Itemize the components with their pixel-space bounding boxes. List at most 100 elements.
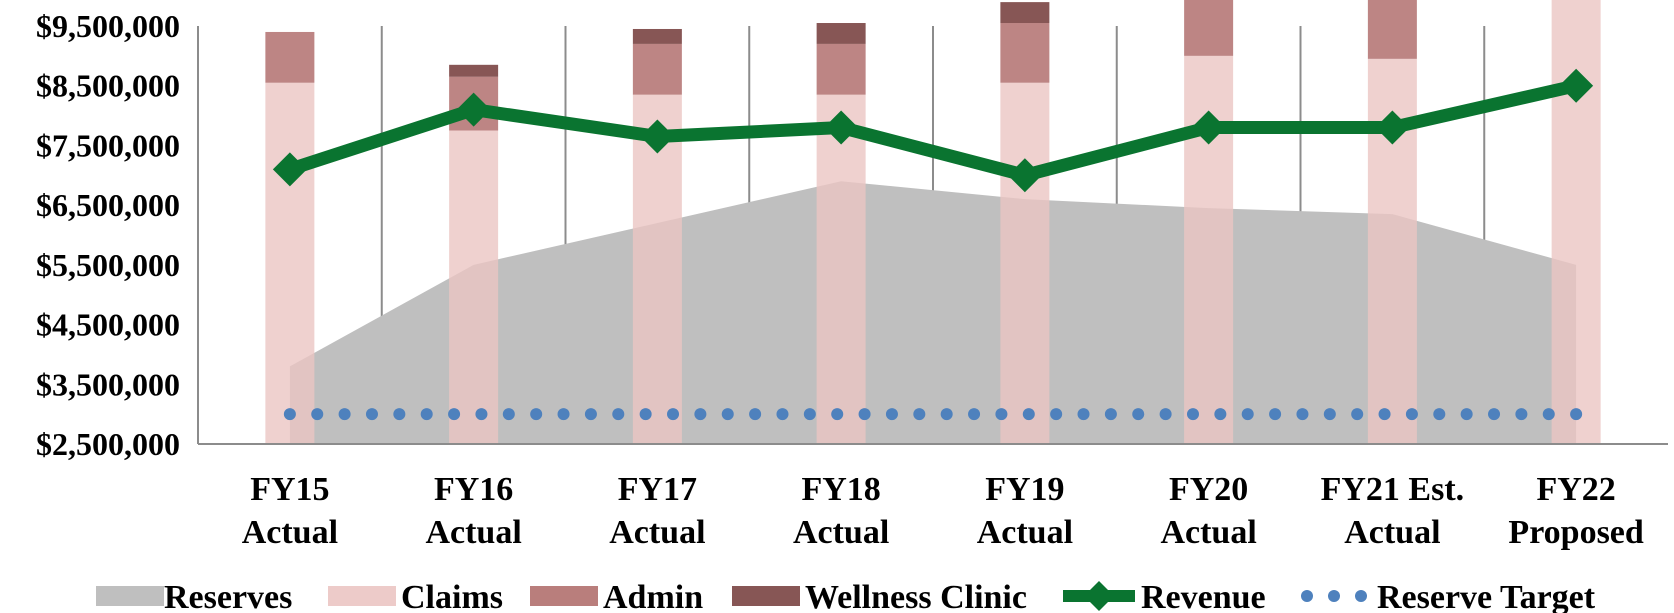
legend: Reserves Claims Admin Wellness Clinic Revenu… <box>96 579 1596 613</box>
reserve-target-dot <box>393 408 406 421</box>
x-tick-label: Actual <box>609 514 705 551</box>
wellness-clinic-bar <box>449 64 499 77</box>
y-axis-ticks: $2,500,000 $3,500,000 $4,500,000 $5,500,000… <box>36 8 180 462</box>
reserve-target-dot <box>502 408 515 421</box>
claims-bar <box>1000 82 1050 444</box>
reserve-target-dot <box>940 408 953 421</box>
x-tick-label: FY21 Est. <box>1321 471 1465 508</box>
reserve-target-dot <box>1022 408 1035 421</box>
legend-label: Claims <box>401 579 503 613</box>
legend-swatch <box>732 586 800 606</box>
reserve-target-dot <box>995 408 1008 421</box>
reserve-target-dot <box>721 408 734 421</box>
legend-item: Admin <box>530 579 703 613</box>
reserve-target-dot <box>612 408 625 421</box>
legend-swatch <box>328 586 396 606</box>
reserve-target-dot <box>557 408 570 421</box>
reserve-target-dot <box>1104 408 1117 421</box>
reserve-target-dot <box>1077 408 1090 421</box>
admin-bar <box>265 31 315 83</box>
reserve-target-dot <box>694 408 707 421</box>
reserve-target-dot <box>283 408 296 421</box>
legend-label: Reserves <box>164 579 292 613</box>
reserve-target-dot <box>365 408 378 421</box>
reserve-target-dot <box>749 408 762 421</box>
reserve-target-dot <box>311 408 324 421</box>
legend-label: Reserve Target <box>1377 579 1596 613</box>
reserve-target-layer <box>283 408 1583 421</box>
legend-swatch <box>530 586 598 606</box>
x-tick-label: FY17 <box>618 471 697 508</box>
legend-swatch <box>1328 590 1340 602</box>
reserve-target-dot <box>1186 408 1199 421</box>
legend-label: Admin <box>603 579 703 613</box>
reserve-target-dot <box>1132 408 1145 421</box>
reserve-target-dot <box>1296 408 1309 421</box>
y-tick-label: $4,500,000 <box>36 307 180 343</box>
revenue-line <box>283 79 1583 182</box>
y-tick-label: $6,500,000 <box>36 187 180 223</box>
x-tick-label: Actual <box>977 514 1073 551</box>
admin-bar <box>1184 0 1234 56</box>
y-tick-label: $3,500,000 <box>36 366 180 402</box>
reserves-area-layer <box>289 181 1577 444</box>
legend-item: Reserve Target <box>1301 579 1596 613</box>
reserve-target-dot <box>1570 408 1583 421</box>
bars-layer <box>265 0 1601 445</box>
x-tick-label: FY16 <box>434 471 513 508</box>
reserve-target-dot <box>667 408 680 421</box>
revenue-marker <box>1007 158 1042 193</box>
revenue-marker <box>1375 110 1410 145</box>
reserve-target-dot <box>1159 408 1172 421</box>
revenue-marker <box>1191 110 1226 145</box>
legend-label: Wellness Clinic <box>805 579 1027 613</box>
y-tick-label: $5,500,000 <box>36 247 180 283</box>
revenue-marker <box>272 152 307 187</box>
x-tick-label: FY18 <box>801 471 880 508</box>
x-tick-label: FY20 <box>1169 471 1248 508</box>
reserve-target-dot <box>885 408 898 421</box>
reserve-target-dot <box>1515 408 1528 421</box>
legend-swatch <box>1301 590 1313 602</box>
reserve-target-dot <box>1214 408 1227 421</box>
reserve-target-dot <box>803 408 816 421</box>
x-tick-label: FY19 <box>985 471 1064 508</box>
x-tick-label: Actual <box>1160 514 1256 551</box>
revenue-marker <box>640 119 675 154</box>
wellness-clinic-bar <box>816 23 866 44</box>
reserve-target-dot <box>420 408 433 421</box>
legend-swatch <box>96 586 164 606</box>
reserves-area <box>289 181 1577 444</box>
admin-bar <box>632 43 682 95</box>
legend-marker <box>1084 581 1114 611</box>
reserve-target-dot <box>831 408 844 421</box>
legend-label: Revenue <box>1141 579 1266 613</box>
reserve-target-dot <box>1323 408 1336 421</box>
y-tick-label: $7,500,000 <box>36 127 180 163</box>
reserve-target-dot <box>1433 408 1446 421</box>
revenue-marker <box>456 92 491 127</box>
x-tick-label: Actual <box>242 514 338 551</box>
legend-item: Wellness Clinic <box>732 579 1027 613</box>
claims-bar <box>265 82 315 444</box>
x-tick-label: Proposed <box>1508 514 1643 551</box>
reserve-target-dot <box>1269 408 1282 421</box>
x-tick-label: Actual <box>793 514 889 551</box>
reserve-target-dot <box>584 408 597 421</box>
legend-swatch <box>1355 590 1367 602</box>
reserve-target-dot <box>1378 408 1391 421</box>
x-tick-label: Actual <box>1344 514 1440 551</box>
legend-item: Claims <box>328 579 503 613</box>
reserve-target-dot <box>968 408 981 421</box>
claims-bar <box>1551 0 1601 444</box>
admin-bar <box>816 43 866 95</box>
reserve-target-dot <box>530 408 543 421</box>
reserve-target-dot <box>913 408 926 421</box>
y-tick-label: $2,500,000 <box>36 426 180 462</box>
reserve-target-dot <box>1050 408 1063 421</box>
revenue-layer <box>272 68 1594 193</box>
legend-item: Reserves <box>96 579 292 613</box>
reserve-target-dot <box>475 408 488 421</box>
reserve-target-dot <box>1405 408 1418 421</box>
